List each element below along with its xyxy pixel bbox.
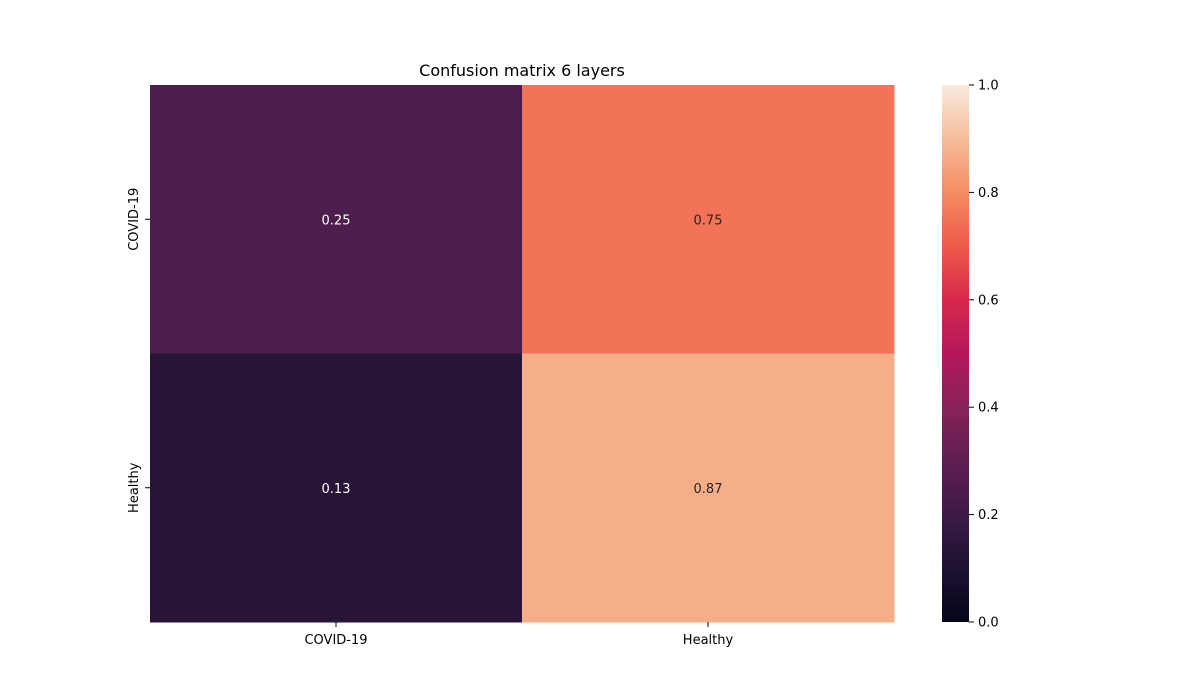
y-tick-label: Healthy bbox=[127, 462, 142, 513]
heatmap-cells: 0.25 0.75 0.13 0.87 bbox=[150, 85, 895, 623]
colorbar-tick-label: 0.8 bbox=[978, 186, 999, 201]
cell-value-label: 0.13 bbox=[322, 482, 351, 497]
heatmap-cell bbox=[522, 353, 895, 623]
y-tick-label: COVID-19 bbox=[127, 188, 142, 251]
colorbar-ticks: 0.0 0.2 0.4 0.6 0.8 1.0 bbox=[969, 79, 999, 631]
cell-value-label: 0.25 bbox=[322, 213, 351, 228]
colorbar-tick-label: 0.6 bbox=[978, 293, 999, 308]
colorbar: 0.0 0.2 0.4 0.6 0.8 1.0 bbox=[942, 79, 999, 631]
x-tick-label: COVID-19 bbox=[304, 633, 367, 648]
chart-title: Confusion matrix 6 layers bbox=[419, 61, 625, 80]
cell-value-label: 0.87 bbox=[694, 482, 723, 497]
colorbar-tick-label: 0.4 bbox=[978, 401, 999, 416]
colorbar-tick-label: 0.2 bbox=[978, 508, 999, 523]
heatmap-cell bbox=[150, 353, 523, 623]
y-axis: COVID-19 Healthy bbox=[127, 188, 150, 513]
colorbar-tick-label: 1.0 bbox=[978, 79, 999, 94]
colorbar-tick-label: 0.0 bbox=[978, 616, 999, 631]
heatmap-cell bbox=[522, 85, 895, 354]
heatmap-cell bbox=[150, 85, 523, 354]
cell-value-label: 0.75 bbox=[694, 213, 723, 228]
colorbar-gradient bbox=[942, 85, 969, 622]
x-tick-label: Healthy bbox=[683, 633, 734, 648]
x-axis: COVID-19 Healthy bbox=[304, 622, 733, 648]
